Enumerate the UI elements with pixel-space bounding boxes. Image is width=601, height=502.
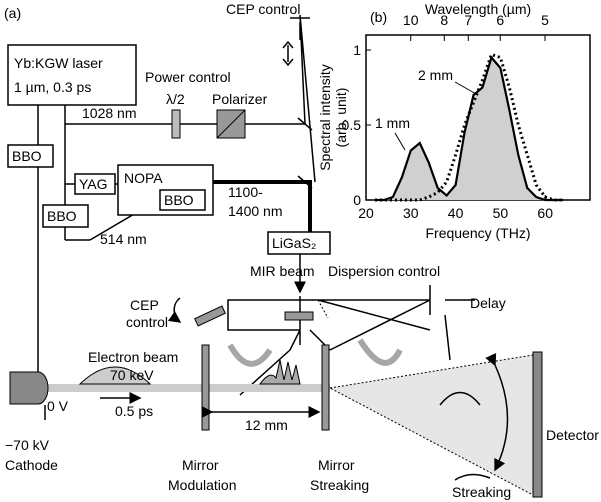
label: 0.5 ps	[115, 403, 153, 419]
beam	[37, 14, 316, 385]
pulse	[227, 338, 403, 367]
dispersion-plate	[284, 311, 314, 321]
label: control	[126, 314, 168, 330]
label: 0 V	[47, 398, 69, 414]
label: Streaking	[452, 484, 511, 500]
label: Detector	[546, 427, 599, 443]
mirror	[297, 117, 313, 189]
pulse	[439, 314, 491, 481]
label: Electron beam	[88, 349, 178, 365]
label: 514 nm	[100, 231, 147, 247]
x2-tick-label: 6	[496, 12, 504, 28]
crystal-box	[267, 231, 331, 255]
beam	[213, 180, 312, 232]
leader	[454, 81, 479, 96]
streak-cone	[328, 354, 534, 496]
x2-tick-label: 10	[403, 12, 419, 28]
x2-axis-label: Wavelength (µm)	[425, 1, 531, 17]
laser-box	[7, 44, 137, 106]
polarizer	[216, 109, 246, 139]
label: CEP control	[226, 1, 300, 17]
x-tick-label: 60	[537, 205, 553, 221]
x2-tick-label: 8	[440, 12, 448, 28]
y-axis-label: Spectral intensity	[317, 64, 333, 171]
panel-label: (a)	[4, 5, 21, 21]
yag-box	[74, 173, 116, 195]
label: Modulation	[168, 477, 237, 493]
label: Mirror	[182, 457, 219, 473]
label: 1 µm, 0.3 ps	[14, 79, 91, 95]
labels: Yb:KGW laser 1 µm, 0.3 ps CEP control Power…	[5, 1, 599, 500]
label: λ/2	[166, 91, 185, 107]
label: −70 kV	[5, 437, 50, 453]
label: YAG	[79, 176, 108, 192]
label: Mirror	[318, 457, 355, 473]
label: Yb:KGW laser	[14, 55, 103, 71]
pulse	[259, 359, 301, 385]
electron-beam	[45, 384, 330, 392]
label: Delay	[470, 295, 506, 311]
label: CEP	[130, 297, 159, 313]
line	[374, 55, 564, 202]
label: 1100-	[228, 184, 263, 200]
mirror	[201, 344, 210, 431]
label: BBO	[12, 148, 42, 164]
x-tick-label: 20	[358, 205, 374, 221]
cep-plate	[194, 305, 226, 327]
label: BBO	[164, 192, 194, 208]
legend-label: 1 mm	[375, 115, 410, 131]
label: Dispersion control	[328, 263, 440, 279]
pointer	[317, 299, 329, 319]
y-tick-label: 0	[353, 192, 361, 208]
pulse	[78, 366, 152, 385]
streak-arrow	[485, 352, 509, 472]
y-axis-label: (arb. unit)	[333, 88, 349, 148]
x-axis-label: Frequency (THz)	[425, 225, 530, 241]
cathode	[9, 371, 49, 405]
area	[374, 57, 564, 200]
rotation-arrow	[167, 297, 182, 323]
bbo-box	[7, 144, 54, 168]
label: Power control	[145, 69, 231, 85]
label: 1400 nm	[228, 203, 282, 219]
mirror	[321, 344, 330, 431]
legend-label: 2 mm	[418, 67, 453, 83]
x-tick-label: 50	[493, 205, 509, 221]
panel-a: (a)	[4, 5, 543, 498]
arrow	[282, 40, 294, 67]
y-tick-label: 1	[353, 42, 361, 58]
delay-stage	[429, 285, 475, 315]
panel-label: (b)	[370, 9, 387, 25]
label: BBO	[47, 208, 77, 224]
mirror	[290, 17, 310, 40]
x2-tick-label: 5	[541, 12, 549, 28]
x-tick-label: 30	[403, 205, 419, 221]
bbo-box	[159, 189, 206, 211]
detector	[532, 351, 543, 498]
label: 12 mm	[245, 417, 288, 433]
x2-tick-label: 7	[464, 12, 472, 28]
label: LiGaS₂	[272, 235, 316, 251]
waveplate	[171, 109, 181, 139]
label: 70 keV	[110, 367, 154, 383]
bbo-box	[42, 204, 89, 228]
x-tick-label: 40	[448, 205, 464, 221]
line	[374, 52, 564, 202]
label: Streaking	[310, 477, 369, 493]
label: Cathode	[5, 457, 58, 473]
label: Polarizer	[212, 91, 268, 107]
label: 1028 nm	[82, 105, 136, 121]
y-tick-label: 0.5	[342, 117, 362, 133]
label: MIR beam	[250, 263, 315, 279]
label: NOPA	[124, 170, 163, 186]
leader	[394, 132, 406, 151]
